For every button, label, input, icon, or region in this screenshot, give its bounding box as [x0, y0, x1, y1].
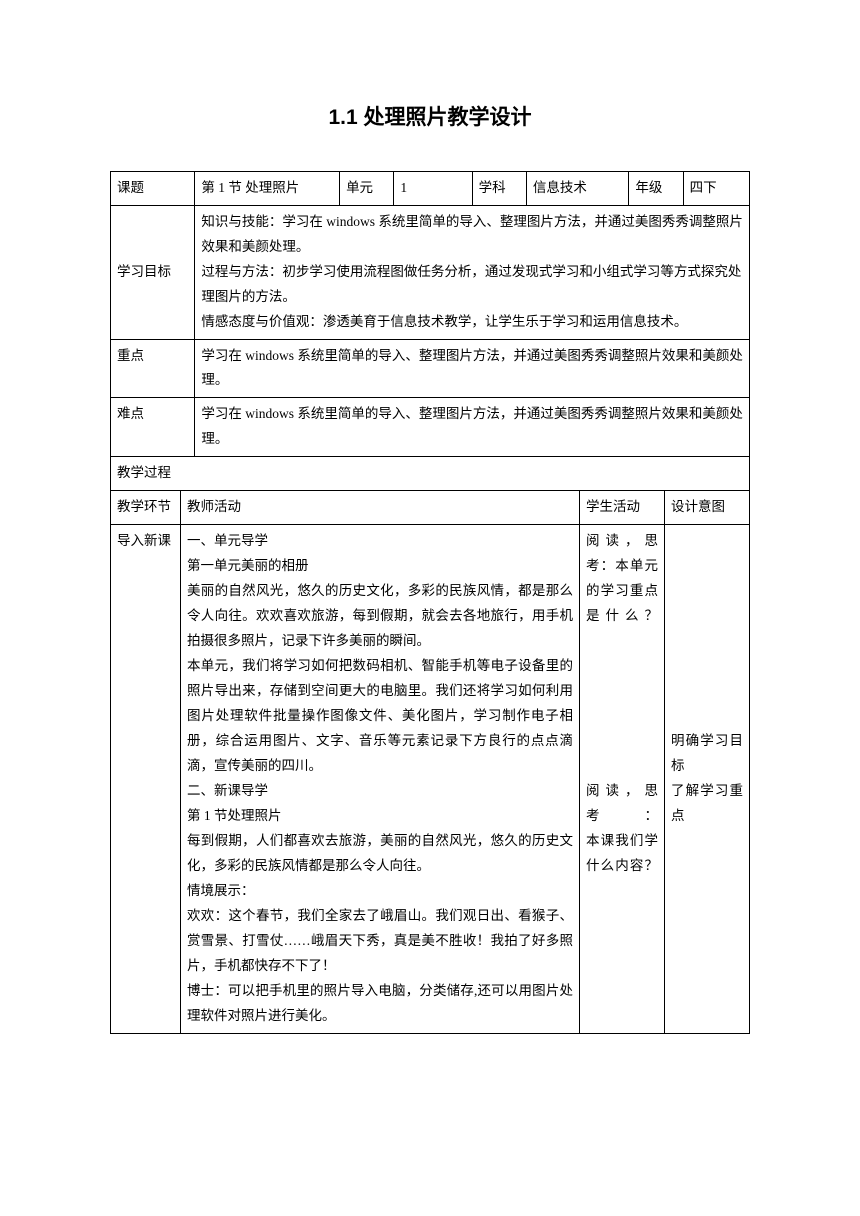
objectives-content: 知识与技能：学习在 windows 系统里简单的导入、整理图片方法，并通过美图秀… — [195, 205, 750, 339]
topic-value: 第 1 节 处理照片 — [195, 171, 340, 205]
subject-label: 学科 — [472, 171, 526, 205]
activity-header-row: 教学环节 教师活动 学生活动 设计意图 — [111, 491, 750, 524]
keypoint-content: 学习在 windows 系统里简单的导入、整理图片方法，并通过美图秀秀调整照片效… — [195, 339, 750, 398]
student-activity-1: 阅读，思考：本单元的学习重点是什么？ — [586, 529, 658, 629]
teacher-header: 教师活动 — [181, 491, 580, 524]
keypoint-label: 重点 — [111, 339, 195, 398]
lesson-plan-table: 课题 第 1 节 处理照片 单元 1 学科 信息技术 年级 四下 学习目标 知识… — [110, 171, 750, 492]
header-row: 课题 第 1 节 处理照片 单元 1 学科 信息技术 年级 四下 — [111, 171, 750, 205]
topic-label: 课题 — [111, 171, 195, 205]
objectives-row: 学习目标 知识与技能：学习在 windows 系统里简单的导入、整理图片方法，并… — [111, 205, 750, 339]
activity-content-row: 导入新课 一、单元导学 第一单元美丽的相册 美丽的自然风光，悠久的历史文化，多彩… — [111, 525, 750, 1033]
process-label-row: 教学过程 — [111, 457, 750, 491]
stage-cell: 导入新课 — [111, 525, 181, 1033]
difficulty-content: 学习在 windows 系统里简单的导入、整理图片方法，并通过美图秀秀调整照片效… — [195, 398, 750, 457]
teacher-cell: 一、单元导学 第一单元美丽的相册 美丽的自然风光，悠久的历史文化，多彩的民族风情… — [181, 525, 580, 1033]
objectives-label: 学习目标 — [111, 205, 195, 339]
intent-cell: 明确学习目标 了解学习重点 — [665, 525, 750, 1033]
grade-label: 年级 — [629, 171, 683, 205]
page-title: 1.1 处理照片教学设计 — [110, 100, 750, 136]
difficulty-row: 难点 学习在 windows 系统里简单的导入、整理图片方法，并通过美图秀秀调整… — [111, 398, 750, 457]
subject-value: 信息技术 — [526, 171, 628, 205]
activity-table: 教学环节 教师活动 学生活动 设计意图 导入新课 一、单元导学 第一单元美丽的相… — [110, 491, 750, 1033]
intent-header: 设计意图 — [665, 491, 750, 524]
student-spacer — [586, 629, 658, 779]
unit-label: 单元 — [340, 171, 394, 205]
student-activity-2: 阅读，思考： 本课我们学什么内容？ — [586, 779, 658, 879]
keypoint-row: 重点 学习在 windows 系统里简单的导入、整理图片方法，并通过美图秀秀调整… — [111, 339, 750, 398]
process-label: 教学过程 — [111, 457, 750, 491]
intent-text: 明确学习目标 了解学习重点 — [671, 729, 743, 829]
unit-value: 1 — [394, 171, 472, 205]
student-header: 学生活动 — [580, 491, 665, 524]
intent-spacer — [671, 529, 743, 729]
difficulty-label: 难点 — [111, 398, 195, 457]
grade-value: 四下 — [683, 171, 749, 205]
student-cell: 阅读，思考：本单元的学习重点是什么？ 阅读，思考： 本课我们学什么内容？ — [580, 525, 665, 1033]
stage-header: 教学环节 — [111, 491, 181, 524]
